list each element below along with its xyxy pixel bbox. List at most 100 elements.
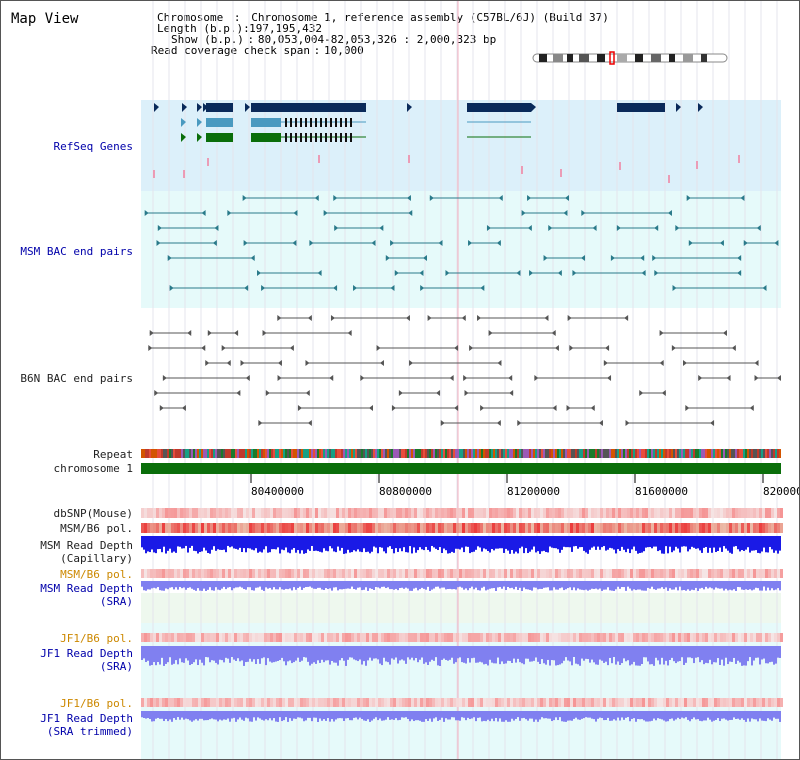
repeat-mark [483, 449, 485, 458]
jf1-sra-depth-bar [579, 646, 581, 666]
msm-sra-depth-bar [195, 581, 197, 591]
jf1-sra-depth-bar [747, 646, 749, 662]
msm-capillary-depth-bar [449, 536, 451, 554]
polymorphism-mark [654, 523, 657, 533]
msm-capillary-depth-bar [153, 536, 155, 553]
msm-sra-depth-bar [193, 581, 195, 590]
polymorphism-mark [369, 633, 372, 642]
jf1-sra-trimmed-depth-bar [551, 711, 553, 722]
repeat-mark [753, 449, 755, 458]
jf1-sra-trimmed-depth-bar [477, 711, 479, 718]
polymorphism-mark [750, 523, 753, 533]
polymorphism-mark [411, 508, 414, 518]
polymorphism-mark [456, 633, 459, 642]
b6n-bac-end [187, 330, 192, 336]
repeat-mark [653, 449, 655, 458]
polymorphism-mark [735, 633, 738, 642]
msm-sra-depth-bar [415, 581, 417, 588]
repeat-mark [185, 449, 187, 458]
msm-capillary-depth-bar [531, 536, 533, 550]
polymorphism-mark [300, 508, 303, 518]
polymorphism-mark [252, 523, 255, 533]
jf1-sra-depth-bar [571, 646, 573, 666]
polymorphism-mark [471, 508, 474, 518]
msm-bac-end [581, 210, 586, 216]
polymorphism-mark [192, 698, 195, 707]
jf1-sra-trimmed-depth-bar [607, 711, 609, 718]
repeat-mark [441, 449, 443, 458]
msm-sra-depth-bar [175, 581, 177, 588]
polymorphism-mark [417, 569, 420, 578]
msm-sra-depth-bar [273, 581, 275, 588]
msm-bac-end [581, 255, 586, 261]
msm-capillary-depth-bar [161, 536, 163, 553]
b6n-bac-end [307, 420, 312, 426]
repeat-mark [553, 449, 555, 458]
jf1-sra-depth-bar [337, 646, 339, 666]
jf1-sra-depth-bar [597, 646, 599, 665]
jf1-sra-depth-bar [595, 646, 597, 665]
polymorphism-mark [711, 569, 714, 578]
polymorphism-mark [678, 698, 681, 707]
polymorphism-mark [378, 569, 381, 578]
repeat-mark [155, 449, 157, 458]
jf1-sra-trimmed-depth-bar [631, 711, 633, 719]
polymorphism-mark [414, 523, 417, 533]
polymorphism-mark [765, 698, 768, 707]
repeat-mark [577, 449, 579, 458]
jf1-sra-trimmed-depth-bar [701, 711, 703, 722]
polymorphism-mark [516, 698, 519, 707]
msm-bac-end [686, 195, 691, 201]
msm-sra-depth-bar [173, 581, 175, 590]
polymorphism-mark [408, 508, 411, 518]
msm-sra-depth-bar [425, 581, 427, 590]
msm-capillary-depth-bar [363, 536, 365, 549]
jf1-sra-trimmed-depth-bar [587, 711, 589, 718]
jf1-sra-depth-bar [663, 646, 665, 665]
polymorphism-mark [288, 698, 291, 707]
polymorphism-mark [336, 523, 339, 533]
msm-sra-depth-bar [647, 581, 649, 588]
polymorphism-mark [477, 633, 480, 642]
jf1-sra-trimmed-depth-bar [669, 711, 671, 720]
polymorphism-mark [573, 698, 576, 707]
polymorphism-mark [474, 523, 477, 533]
msm-capillary-depth-bar [377, 536, 379, 554]
msm-bac-end [250, 255, 255, 261]
polymorphism-mark [165, 508, 168, 518]
msm-sra-depth-bar [269, 581, 271, 588]
polymorphism-mark [693, 508, 696, 518]
b6n-bac-end [181, 405, 186, 411]
msm-sra-depth-bar [723, 581, 725, 591]
polymorphism-mark [615, 633, 618, 642]
polymorphism-mark [708, 569, 711, 578]
msm-capillary-depth-bar [369, 536, 371, 554]
repeat-mark [569, 449, 571, 458]
polymorphism-mark [750, 508, 753, 518]
msm-bac-end [445, 270, 450, 276]
msm-sra-depth-bar [429, 581, 431, 591]
polymorphism-mark [759, 523, 762, 533]
jf1-sra-depth-bar [717, 646, 719, 659]
msm-capillary-depth-bar [327, 536, 329, 552]
polymorphism-mark [141, 508, 144, 518]
polymorphism-mark [684, 633, 687, 642]
polymorphism-mark [591, 569, 594, 578]
jf1-sra-trimmed-depth-bar [695, 711, 697, 720]
polymorphism-mark [567, 569, 570, 578]
polymorphism-mark [309, 523, 312, 533]
repeat-mark [309, 449, 311, 458]
jf1-sra-depth-bar [459, 646, 461, 658]
b6n-bac-end [698, 375, 703, 381]
msm-sra-depth-bar [605, 581, 607, 590]
polymorphism-mark [606, 508, 609, 518]
msm-bac-end [144, 210, 149, 216]
polymorphism-mark [762, 508, 765, 518]
msm-sra-depth-bar [373, 581, 375, 590]
jf1-sra-depth-bar [575, 646, 577, 664]
repeat-mark [515, 449, 517, 458]
polymorphism-mark [630, 698, 633, 707]
msm-capillary-depth-bar [679, 536, 681, 553]
polymorphism-mark [714, 508, 717, 518]
